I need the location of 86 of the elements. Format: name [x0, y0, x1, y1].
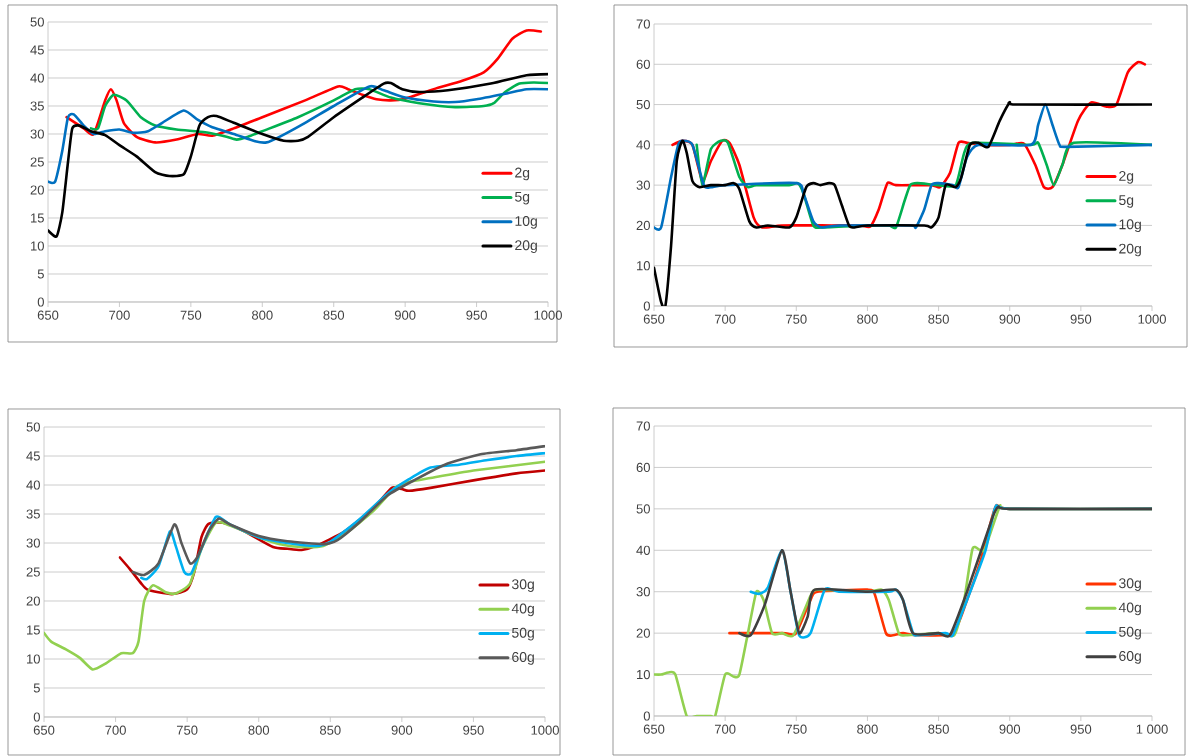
legend-label: 10g — [1119, 219, 1141, 233]
y-tick-label: 50 — [636, 99, 650, 110]
y-tick-label: 45 — [26, 451, 40, 461]
x-tick-label: 750 — [786, 314, 807, 324]
x-tick-label: 900 — [391, 725, 413, 735]
y-tick-label: 10 — [27, 654, 40, 664]
legend-label: 40g — [1118, 602, 1141, 616]
x-tick-label: 900 — [999, 724, 1021, 734]
y-tick-label: 40 — [30, 73, 44, 83]
x-tick-label: 900 — [999, 314, 1021, 324]
y-tick-label: 10 — [637, 669, 650, 680]
y-tick-label: 45 — [30, 45, 44, 55]
legend-label: 5g — [515, 191, 530, 205]
y-tick-label: 35 — [30, 101, 44, 111]
x-tick-label: 700 — [714, 724, 736, 734]
y-tick-label: 50 — [26, 422, 40, 432]
x-tick-label: 1000 — [1138, 314, 1166, 324]
y-tick-label: 30 — [636, 587, 650, 597]
legend-label: 10g — [515, 216, 537, 229]
x-tick-label: 1000 — [531, 725, 559, 735]
y-tick-label: 20 — [30, 185, 44, 195]
x-tick-label: 650 — [643, 314, 665, 324]
y-tick-label: 15 — [27, 625, 40, 635]
y-tick-label: 0 — [643, 301, 650, 311]
x-tick-label: 1000 — [534, 310, 562, 320]
legend-label: 30g — [511, 579, 534, 592]
x-tick-label: 750 — [176, 725, 198, 735]
x-tick-label: 800 — [857, 314, 878, 324]
y-tick-label: 10 — [31, 241, 44, 251]
y-tick-label: 0 — [37, 297, 44, 307]
y-tick-label: 70 — [636, 19, 650, 29]
y-tick-label: 30 — [26, 538, 40, 548]
x-tick-label: 850 — [928, 724, 949, 734]
legend-label: 50g — [1119, 626, 1141, 640]
y-tick-label: 10 — [637, 261, 650, 271]
x-tick-label: 650 — [643, 724, 665, 734]
legend-label: 40g — [511, 603, 534, 617]
legend-label: 60g — [512, 652, 534, 665]
legend-label: 60g — [1119, 651, 1141, 664]
x-tick-label: 650 — [37, 310, 59, 320]
x-tick-label: 700 — [109, 310, 130, 320]
y-tick-label: 35 — [26, 509, 40, 519]
legend-label: 20g — [515, 240, 537, 253]
y-tick-label: 20 — [26, 596, 40, 606]
x-tick-label: 800 — [857, 724, 878, 734]
x-tick-label: 950 — [1070, 314, 1092, 324]
legend-label: 2g — [1119, 170, 1134, 184]
x-tick-label: 850 — [320, 725, 341, 735]
y-tick-label: 40 — [26, 480, 40, 490]
x-tick-label: 700 — [105, 725, 126, 735]
y-tick-label: 0 — [33, 712, 40, 722]
x-tick-label: 950 — [466, 310, 487, 320]
y-tick-label: 20 — [636, 220, 650, 231]
y-tick-label: 70 — [636, 421, 650, 431]
y-tick-label: 30 — [636, 180, 650, 190]
y-tick-label: 60 — [636, 462, 650, 473]
y-tick-label: 25 — [30, 157, 44, 167]
y-tick-label: 50 — [30, 17, 44, 27]
y-tick-label: 25 — [26, 567, 40, 577]
y-tick-label: 5 — [37, 269, 44, 279]
y-tick-label: 40 — [636, 545, 650, 555]
x-tick-label: 800 — [252, 310, 273, 320]
x-tick-label: 700 — [714, 314, 736, 324]
y-tick-label: 30 — [30, 129, 44, 139]
legend-label: 2g — [515, 167, 530, 181]
x-tick-label: 850 — [323, 310, 345, 320]
x-tick-label: 750 — [180, 310, 202, 320]
legend-label: 20g — [1119, 243, 1141, 257]
legend-label: 50g — [512, 627, 534, 641]
x-tick-label: 950 — [463, 725, 484, 735]
x-tick-label: 950 — [1070, 724, 1092, 734]
x-tick-label: 650 — [33, 725, 55, 735]
x-tick-label: 900 — [394, 310, 416, 320]
legend-label: 30g — [1119, 578, 1141, 591]
x-tick-label: 800 — [248, 725, 270, 735]
y-tick-label: 5 — [33, 683, 40, 693]
x-tick-label: 1 000 — [1136, 724, 1168, 734]
x-tick-label: 850 — [928, 314, 949, 324]
y-tick-label: 40 — [636, 140, 650, 150]
y-tick-label: 0 — [643, 711, 650, 721]
y-tick-label: 60 — [636, 59, 650, 69]
x-tick-label: 750 — [786, 724, 807, 734]
y-tick-label: 20 — [636, 628, 650, 638]
y-tick-label: 50 — [636, 504, 650, 514]
legend-label: 5g — [1119, 195, 1134, 208]
y-tick-label: 15 — [31, 213, 44, 223]
